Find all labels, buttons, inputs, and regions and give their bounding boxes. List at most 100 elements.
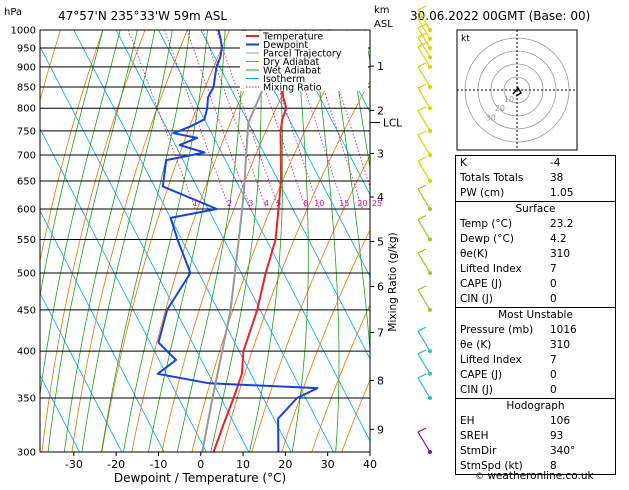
index-value: 106 [550, 414, 570, 429]
index-key: StmDir [460, 444, 496, 459]
index-row: Temp (°C) 23.2 [456, 217, 615, 232]
lcl-label: LCL [383, 118, 402, 130]
station-title: 47°57'N 235°33'W 59m ASL [58, 9, 227, 23]
mixing-ratio-label: 1 [193, 199, 198, 208]
isotherm-line [23, 13, 255, 464]
dry-adiabat-line [100, 13, 238, 464]
index-value: 340° [550, 444, 575, 459]
index-row: CIN (J) 0 [456, 383, 615, 398]
index-row: CAPE (J)0 [456, 277, 615, 292]
pressure-tick-label: 350 [17, 393, 36, 404]
index-key: PW (cm) [460, 186, 504, 201]
hodograph-ring-label: 10 [504, 95, 514, 104]
wet-adiabat-line [175, 13, 243, 464]
index-key: CIN (J) [460, 383, 493, 398]
x-axis-title: Dewpoint / Temperature (°C) [114, 471, 286, 485]
hodograph-ring-label: 20 [495, 104, 505, 113]
index-row: K -4 [456, 156, 615, 171]
index-value: 1.05 [550, 186, 573, 201]
index-value: 310 [550, 247, 570, 262]
km-axis-label: km [374, 5, 390, 16]
wet-adiabat-line [121, 13, 208, 464]
mixing-ratio-line [128, 30, 195, 209]
footer-site: weatheronline.co.uk [487, 470, 593, 482]
mixing-ratio-label: 10 [314, 199, 324, 208]
temperature-tick-label: -30 [65, 458, 83, 471]
km-tick-label: 8 [377, 374, 384, 387]
index-key: K [460, 156, 467, 171]
pressure-tick-label: 750 [17, 126, 36, 137]
hodograph-unit-label: kt [461, 34, 470, 44]
index-value: 0 [550, 383, 557, 398]
axis-labels: 3003504004505005506006507007508008509009… [11, 26, 403, 472]
wind-barb [418, 327, 432, 353]
mixing-ratio-label: 5 [276, 199, 281, 208]
index-key: EH [460, 414, 475, 429]
pressure-tick-label: 600 [17, 205, 36, 216]
temperature-tick-label: -10 [149, 458, 167, 471]
wind-barb [418, 107, 432, 133]
index-value: 0 [550, 368, 557, 383]
km-tick-label: 6 [377, 281, 384, 294]
index-row: CAPE (J)0 [456, 368, 615, 383]
surface-section-title: Surface [456, 201, 615, 217]
index-row: θe (K) 310 [456, 338, 615, 353]
pressure-tick-label: 800 [17, 104, 36, 115]
index-key: CIN (J) [460, 292, 493, 307]
km-tick-label: 1 [377, 60, 384, 73]
index-key: SREH [460, 429, 489, 444]
asl-axis-label: ASL [374, 19, 393, 30]
index-row: Dewp (°C)4.2 [456, 232, 615, 247]
index-value: 310 [550, 338, 570, 353]
mixing-ratio-label: 8 [303, 199, 308, 208]
km-tick-label: 3 [377, 148, 384, 161]
temperature-tick-label: 10 [236, 458, 250, 471]
index-value: 7 [550, 353, 557, 368]
pressure-tick-label: 500 [17, 268, 36, 279]
footer: © weatheronline.co.uk [475, 470, 594, 482]
wind-barb [418, 185, 432, 211]
index-row: θe(K) 310 [456, 247, 615, 262]
index-value: -4 [550, 156, 560, 171]
index-row: CIN (J) 0 [456, 292, 615, 307]
index-key: θe(K) [460, 247, 488, 262]
wind-barb [418, 286, 432, 312]
km-tick-label: 9 [377, 423, 384, 436]
pressure-tick-label: 950 [17, 43, 36, 54]
wind-barb [418, 131, 432, 157]
pressure-tick-label: 400 [17, 347, 36, 358]
index-key: Lifted Index [460, 353, 522, 368]
index-value: 93 [550, 429, 563, 444]
index-value: 23.2 [550, 217, 573, 232]
wind-barbs [418, 6, 432, 454]
index-row: SREH 93 [456, 429, 615, 444]
mixing-ratio-axis-label: Mixing Ratio (g/kg) [387, 232, 399, 331]
km-tick-label: 7 [377, 326, 384, 339]
temperature-tick-label: 40 [363, 458, 377, 471]
index-key: θe (K) [460, 338, 491, 353]
mixing-ratio-label: 25 [372, 199, 382, 208]
index-value: 0 [550, 277, 557, 292]
index-key: Temp (°C) [460, 217, 512, 232]
index-value: 0 [550, 292, 557, 307]
wind-barb [418, 216, 432, 242]
temperature-tick-label: 0 [197, 458, 204, 471]
copyright-mark: © [475, 472, 484, 482]
index-value: 38 [550, 171, 563, 186]
pressure-tick-label: 650 [17, 176, 36, 187]
datetime-title: 30.06.2022 00GMT (Base: 00) [410, 9, 590, 23]
index-value: 1016 [550, 323, 577, 338]
hpa-axis-label: hPa [4, 7, 22, 18]
km-tick-label: 2 [377, 104, 384, 117]
index-value: 7 [550, 262, 557, 277]
pressure-tick-label: 1000 [11, 26, 36, 37]
wind-barb [418, 350, 432, 376]
temperature-tick-label: 30 [321, 458, 335, 471]
index-key: Dewp (°C) [460, 232, 514, 247]
index-key: Lifted Index [460, 262, 522, 277]
